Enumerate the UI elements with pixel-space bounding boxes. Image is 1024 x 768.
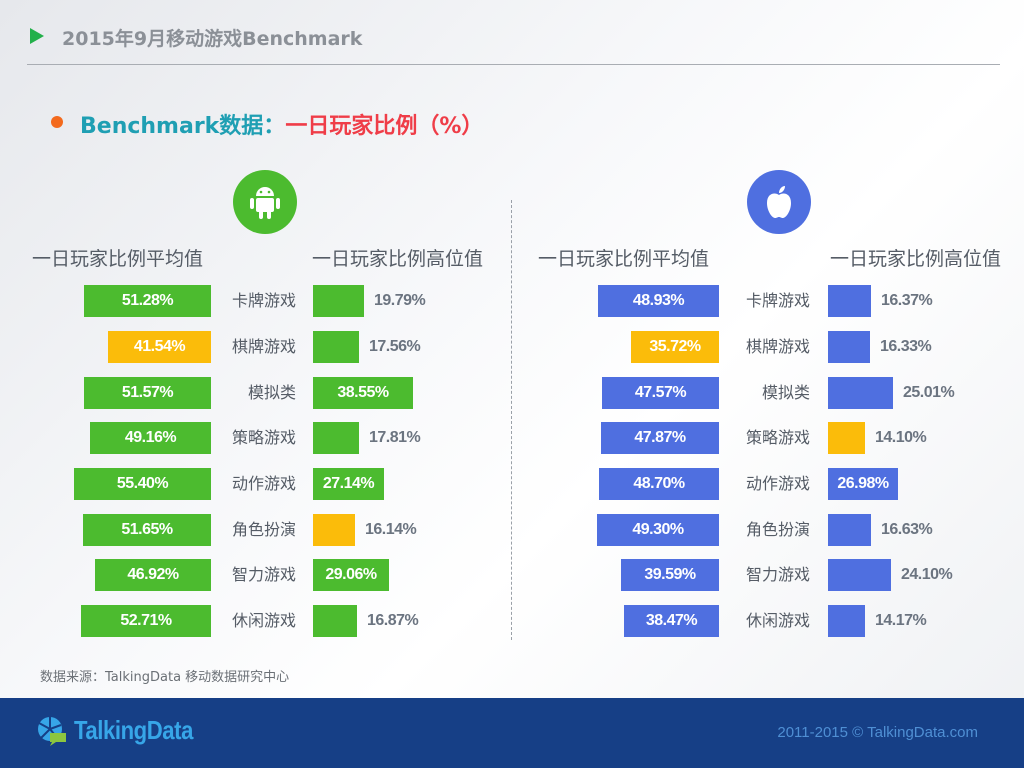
ios-avg-bar: 49.30% <box>597 514 719 546</box>
category-label: 策略游戏 <box>231 428 296 447</box>
category-label: 棋牌游戏 <box>745 337 810 356</box>
category-label: 策略游戏 <box>745 428 810 447</box>
category-label: 模拟类 <box>247 383 296 402</box>
ios-high-value: 14.10% <box>875 429 927 446</box>
ios-avg-bar: 35.72% <box>631 331 719 363</box>
android-high-value: 19.79% <box>374 292 426 309</box>
ios-avg-bar: 39.59% <box>621 559 719 591</box>
android-high-bar <box>313 422 359 454</box>
ios-high-header: 一日玩家比例高位值 <box>830 248 1002 270</box>
android-high-value: 16.14% <box>365 521 417 538</box>
category-label: 动作游戏 <box>231 474 296 493</box>
page-title: 2015年9月移动游戏Benchmark <box>62 28 363 50</box>
apple-icon <box>747 170 811 234</box>
footer-bar <box>0 698 1024 768</box>
ios-avg-bar: 47.57% <box>602 377 719 409</box>
android-avg-bar: 49.16% <box>90 422 211 454</box>
category-label: 角色扮演 <box>745 520 810 539</box>
ios-high-bar <box>828 514 871 546</box>
category-label: 智力游戏 <box>231 565 296 584</box>
android-high-bar <box>313 514 355 546</box>
data-source: 数据来源：TalkingData 移动数据研究中心 <box>40 670 290 685</box>
category-label: 智力游戏 <box>745 565 810 584</box>
ios-high-bar <box>828 559 891 591</box>
android-avg-bar: 51.65% <box>83 514 211 546</box>
header-divider <box>27 64 1000 65</box>
category-label: 卡牌游戏 <box>745 291 810 310</box>
bullet-dot-icon <box>51 116 63 128</box>
category-label: 角色扮演 <box>231 520 296 539</box>
ios-high-bar <box>828 377 893 409</box>
ios-high-value: 16.63% <box>881 521 933 538</box>
android-avg-bar: 51.28% <box>84 285 211 317</box>
talkingdata-logo: TalkingData <box>36 715 214 746</box>
ios-high-bar: 26.98% <box>828 468 898 500</box>
ios-high-value: 14.17% <box>875 612 927 629</box>
section-title-prefix: Benchmark数据： <box>80 114 286 139</box>
android-high-bar <box>313 605 357 637</box>
category-label: 休闲游戏 <box>231 611 296 630</box>
section-title: Benchmark数据：一日玩家比例（%） <box>80 108 483 140</box>
android-avg-bar: 46.92% <box>95 559 211 591</box>
android-avg-bar: 52.71% <box>81 605 211 637</box>
android-high-bar: 27.14% <box>313 468 384 500</box>
category-label: 卡牌游戏 <box>231 291 296 310</box>
logo-text: TalkingData <box>74 715 193 745</box>
ios-high-value: 25.01% <box>903 384 955 401</box>
ios-high-bar <box>828 331 870 363</box>
category-label: 棋牌游戏 <box>231 337 296 356</box>
ios-avg-bar: 38.47% <box>624 605 719 637</box>
category-label: 模拟类 <box>761 383 810 402</box>
android-high-bar: 38.55% <box>313 377 413 409</box>
ios-avg-bar: 48.93% <box>598 285 719 317</box>
android-high-header: 一日玩家比例高位值 <box>312 248 484 270</box>
category-label: 动作游戏 <box>745 474 810 493</box>
platform-divider <box>511 200 512 640</box>
android-icon <box>233 170 297 234</box>
ios-high-bar <box>828 285 871 317</box>
ios-high-value: 24.10% <box>901 566 953 583</box>
android-avg-header: 一日玩家比例平均值 <box>32 248 204 270</box>
android-high-bar: 29.06% <box>313 559 389 591</box>
header-triangle-icon <box>30 28 44 44</box>
ios-avg-bar: 48.70% <box>599 468 719 500</box>
android-high-value: 16.87% <box>367 612 419 629</box>
ios-high-bar <box>828 605 865 637</box>
logo-chat-icon <box>38 716 66 746</box>
section-title-main: 一日玩家比例（%） <box>285 114 484 139</box>
android-avg-bar: 41.54% <box>108 331 211 363</box>
copyright: 2011-2015 © TalkingData.com <box>777 724 978 741</box>
android-high-bar <box>313 285 364 317</box>
android-high-value: 17.81% <box>369 429 421 446</box>
android-avg-bar: 51.57% <box>84 377 211 409</box>
ios-avg-header: 一日玩家比例平均值 <box>538 248 710 270</box>
category-label: 休闲游戏 <box>745 611 810 630</box>
android-high-bar <box>313 331 359 363</box>
ios-high-value: 16.37% <box>881 292 933 309</box>
ios-high-bar <box>828 422 865 454</box>
android-avg-bar: 55.40% <box>74 468 211 500</box>
android-high-value: 17.56% <box>369 338 421 355</box>
ios-avg-bar: 47.87% <box>601 422 719 454</box>
ios-high-value: 16.33% <box>880 338 932 355</box>
